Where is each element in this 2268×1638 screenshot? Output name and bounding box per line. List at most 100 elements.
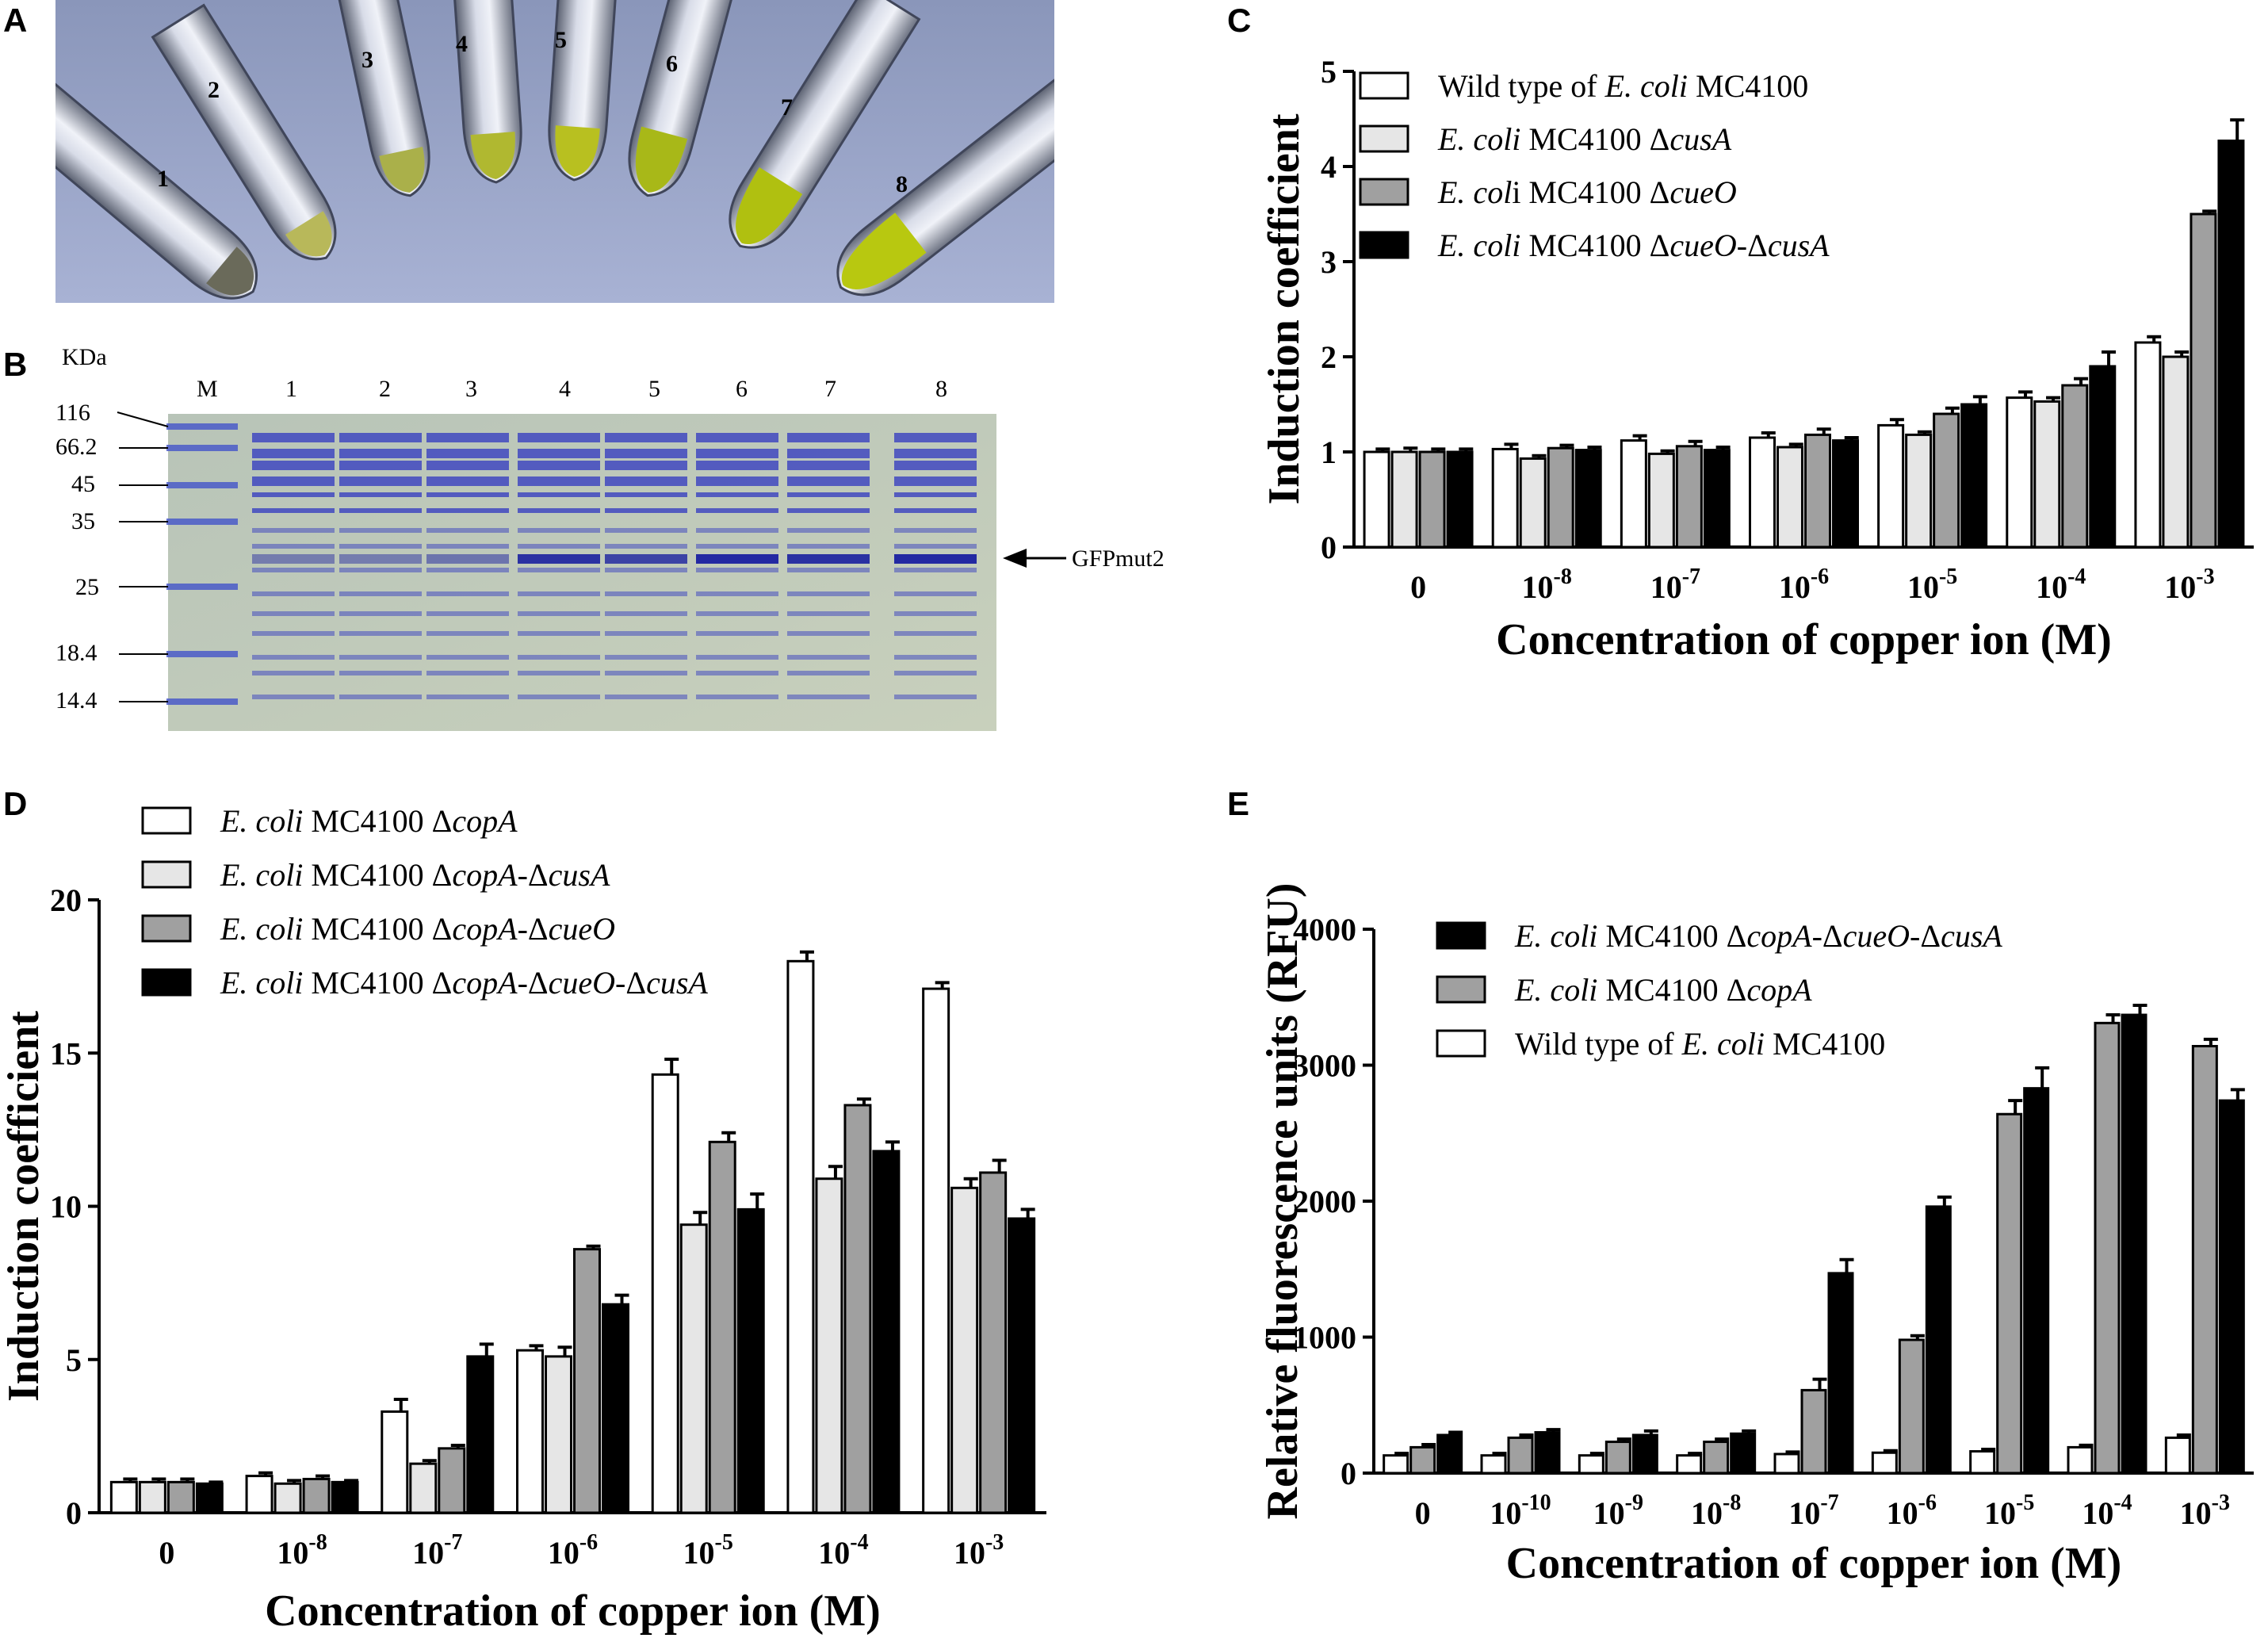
sample-band bbox=[696, 695, 778, 699]
bar bbox=[2134, 341, 2162, 549]
bar bbox=[1390, 450, 1418, 549]
x-tick-label: 10-5 bbox=[1907, 564, 1957, 605]
sample-band bbox=[426, 591, 509, 596]
legend-label: E. coli MC4100 ΔcopA-ΔcueO bbox=[220, 911, 615, 947]
bar bbox=[1631, 1433, 1658, 1475]
sample-band bbox=[696, 461, 778, 470]
panel-letter-d: D bbox=[3, 785, 28, 822]
gel-lane-label: 6 bbox=[736, 376, 748, 402]
bar bbox=[166, 1480, 195, 1514]
sample-band bbox=[894, 611, 977, 616]
gel-marker-lane-label: M bbox=[197, 376, 218, 402]
x-tick-label: 10-7 bbox=[1650, 564, 1700, 605]
bar bbox=[1773, 1452, 1800, 1475]
marker-band bbox=[166, 519, 238, 525]
gfp-band bbox=[894, 554, 977, 564]
sample-band bbox=[252, 611, 335, 616]
bar bbox=[2067, 1445, 2094, 1475]
sample-band bbox=[894, 508, 977, 513]
sample-band bbox=[605, 544, 687, 549]
sample-band bbox=[252, 433, 335, 442]
tube-7 bbox=[729, 0, 921, 249]
x-tick-label: 10-4 bbox=[2036, 564, 2086, 605]
marker-band bbox=[166, 698, 238, 705]
sample-band bbox=[894, 655, 977, 660]
sample-band bbox=[518, 433, 600, 442]
sample-band bbox=[894, 568, 977, 572]
bar bbox=[1925, 1205, 1952, 1475]
tube-5 bbox=[548, 0, 618, 182]
sample-band bbox=[339, 449, 422, 458]
sample-band bbox=[696, 568, 778, 572]
y-axis-title: Induction coefficient bbox=[0, 1011, 48, 1402]
tube-6 bbox=[628, 0, 734, 197]
bar bbox=[273, 1482, 302, 1514]
sample-band bbox=[339, 671, 422, 675]
gfp-band bbox=[696, 554, 778, 564]
legend-label: Wild type of E. coli MC4100 bbox=[1515, 1026, 1885, 1062]
sample-band bbox=[426, 508, 509, 513]
sample-band bbox=[426, 492, 509, 497]
bar bbox=[2061, 384, 2089, 549]
panel-letter-b: B bbox=[3, 346, 28, 383]
marker-band bbox=[166, 423, 238, 430]
bar bbox=[1676, 1454, 1703, 1475]
bar bbox=[2006, 396, 2033, 549]
tube-4 bbox=[453, 0, 522, 184]
panel-letter-a: A bbox=[3, 2, 28, 39]
x-tick-label: 10-7 bbox=[412, 1530, 462, 1571]
sample-band bbox=[426, 476, 509, 486]
sample-band bbox=[339, 695, 422, 699]
bar bbox=[1574, 449, 1602, 549]
sample-band bbox=[426, 655, 509, 660]
bar bbox=[2089, 365, 2117, 549]
sample-band bbox=[252, 461, 335, 470]
legend-swatch bbox=[141, 806, 192, 835]
bar bbox=[1905, 433, 1933, 549]
bar bbox=[1800, 1388, 1827, 1475]
sample-band bbox=[518, 591, 600, 596]
tube-1 bbox=[55, 75, 258, 300]
sample-band bbox=[605, 492, 687, 497]
bar bbox=[2164, 1436, 2191, 1475]
bar bbox=[1898, 1338, 1925, 1475]
gel-lane-label: 5 bbox=[648, 376, 660, 402]
x-tick-label: 10-3 bbox=[2180, 1491, 2230, 1531]
chart-c: 0 1 2 3 4 5 0 10-8 10-7 10-6 10-5 10-4 10-3 Concentra… bbox=[1260, 54, 2254, 664]
bar bbox=[1436, 1433, 1463, 1475]
bar bbox=[438, 1447, 466, 1514]
legend-swatch bbox=[141, 860, 192, 889]
tube-label: 2 bbox=[208, 77, 220, 103]
sample-band bbox=[339, 476, 422, 486]
sample-band bbox=[605, 568, 687, 572]
tube-2 bbox=[151, 3, 337, 261]
legend-swatch bbox=[1436, 921, 1486, 950]
sample-band bbox=[696, 508, 778, 513]
bar bbox=[1446, 450, 1474, 549]
gel-unit: KDa bbox=[62, 344, 107, 370]
sample-band bbox=[787, 568, 870, 572]
sample-band bbox=[696, 492, 778, 497]
sample-band bbox=[339, 492, 422, 497]
marker-band bbox=[166, 584, 238, 590]
sample-band bbox=[518, 631, 600, 636]
sample-band bbox=[787, 655, 870, 660]
bar bbox=[1877, 423, 1905, 549]
sample-band bbox=[426, 611, 509, 616]
bar bbox=[1418, 450, 1446, 549]
bar bbox=[1827, 1272, 1854, 1475]
sample-band bbox=[252, 449, 335, 458]
sample-band bbox=[605, 591, 687, 596]
sample-band bbox=[787, 695, 870, 699]
legend-swatch bbox=[1436, 1029, 1486, 1058]
legend-label: E. coli MC4100 ΔcopA bbox=[220, 803, 518, 839]
x-tick-label: 0 bbox=[1415, 1495, 1431, 1531]
tube-label: 7 bbox=[781, 94, 793, 121]
sample-band bbox=[426, 433, 509, 442]
sample-band bbox=[696, 433, 778, 442]
legend-swatch bbox=[1436, 975, 1486, 1004]
bar bbox=[679, 1223, 708, 1514]
bar bbox=[409, 1462, 438, 1514]
sample-band bbox=[518, 544, 600, 549]
x-tick-label: 0 bbox=[159, 1535, 174, 1571]
